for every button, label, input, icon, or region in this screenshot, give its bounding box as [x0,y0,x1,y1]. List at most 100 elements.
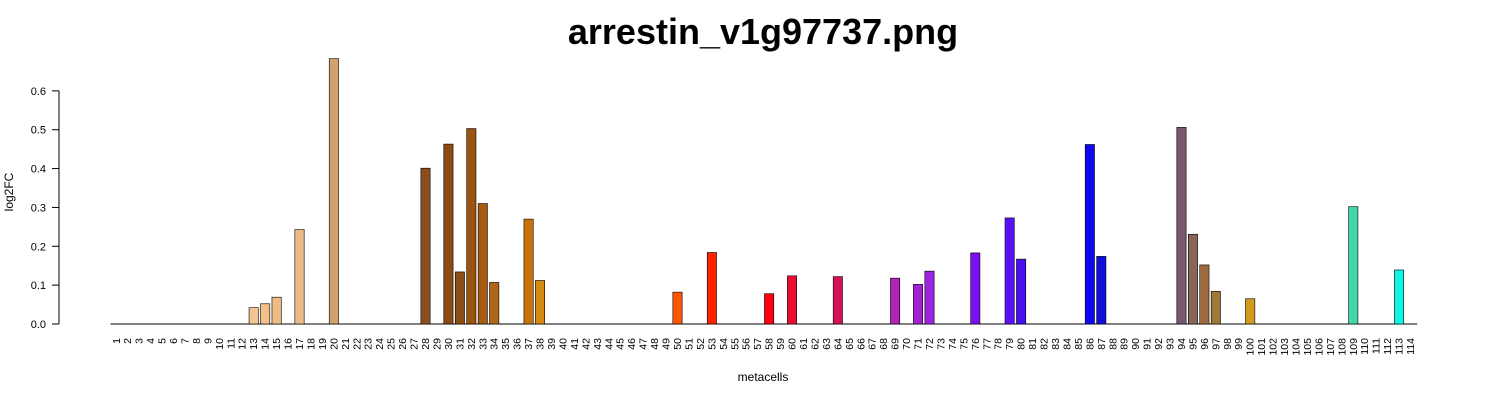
x-tick-label: 33 [477,338,489,350]
x-tick-label: 85 [1073,338,1085,350]
x-tick-label: 67 [867,338,879,350]
y-tick-label: 0.5 [31,125,46,137]
x-tick-label: 7 [179,338,191,344]
x-tick-label: 91 [1142,338,1154,350]
x-tick-label: 90 [1130,338,1142,350]
x-tick-label: 71 [913,338,925,350]
x-tick-label: 74 [947,338,959,350]
x-tick-label: 26 [397,338,409,350]
bar-37 [523,218,534,325]
x-tick-label: 15 [271,338,283,350]
x-tick-label: 83 [1050,338,1062,350]
x-tick-label: 66 [855,338,867,350]
bar-33 [477,203,488,325]
y-tick-label: 0.3 [31,202,46,214]
x-tick-label: 94 [1176,338,1188,350]
x-tick-label: 106 [1313,338,1325,356]
x-tick-label: 98 [1222,338,1234,350]
bar-72 [924,270,935,325]
bar-64 [832,276,843,325]
x-tick-label: 99 [1233,338,1245,350]
x-tick-label: 103 [1279,338,1291,356]
x-tick-label: 28 [420,338,432,350]
bar-60 [787,275,797,325]
x-tick-label: 40 [557,338,569,350]
x-tick-label: 1 [111,338,123,344]
y-tick-label: 0.2 [31,241,46,253]
x-tick-label: 55 [729,338,741,350]
x-tick-label: 20 [328,338,340,350]
x-tick-label: 64 [832,338,844,350]
bar-32 [466,128,477,325]
y-axis: 0.0 0.1 0.2 0.3 0.4 0.5 0.6 [31,86,60,331]
x-tick-label: 61 [798,338,810,350]
x-tick-label: 38 [535,338,547,350]
x-tick-label: 56 [741,338,753,350]
bars-group [110,58,1418,325]
x-tick-label: 41 [569,338,581,350]
bar-113 [1394,269,1405,325]
x-tick-label: 58 [764,338,776,350]
x-tick-label: 47 [638,338,650,350]
x-tick-label: 36 [512,338,524,350]
bar-38 [535,280,546,325]
x-tick-label: 105 [1302,338,1314,356]
x-tick-label: 111 [1371,338,1383,354]
x-tick-label: 102 [1268,338,1280,356]
bar-71 [913,284,923,325]
y-tick-label: 0.0 [31,319,46,331]
x-tick-label: 48 [649,338,661,350]
x-tick-label: 19 [317,338,329,350]
x-tick-label: 69 [890,338,902,350]
bar-69 [890,277,901,325]
x-tick-label: 110 [1359,338,1371,355]
x-tick-labels: 1 2 3 4 5 6 7 8 9 10 11 12 13 14 15 16 17 18 19 20 21 22 23 24 2… [111,338,1417,356]
bar-13 [248,307,259,325]
bar-97 [1210,291,1221,325]
x-tick-label: 95 [1187,338,1199,350]
x-tick-label: 109 [1348,338,1360,356]
x-tick-label: 11 [225,338,237,349]
x-tick-label: 46 [626,338,638,350]
x-tick-label: 42 [580,338,592,350]
x-tick-label: 84 [1061,338,1073,350]
bar-34 [489,282,500,325]
x-tick-label: 6 [168,338,180,344]
x-tick-label: 80 [1016,338,1028,350]
x-tick-label: 88 [1107,338,1119,350]
x-tick-label: 60 [787,338,799,350]
x-tick-label: 76 [970,338,982,350]
x-tick-label: 23 [363,338,375,350]
x-tick-label: 108 [1336,338,1348,356]
x-tick-label: 45 [615,338,627,350]
x-tick-label: 104 [1291,338,1303,356]
y-tick-label: 0.6 [31,86,46,98]
bar-20 [328,58,339,325]
x-tick-label: 18 [305,338,317,350]
x-tick-label: 24 [374,338,386,350]
x-tick-label: 57 [752,338,764,350]
x-tick-label: 53 [706,338,718,350]
x-tick-label: 87 [1096,338,1108,350]
x-tick-label: 4 [145,338,157,344]
x-tick-label: 70 [901,338,913,350]
x-tick-label: 30 [443,338,455,350]
bar-95 [1187,233,1198,325]
bar-109 [1348,206,1359,325]
x-tick-label: 59 [775,338,787,350]
x-tick-label: 62 [809,338,821,350]
x-tick-label: 21 [340,338,352,350]
x-axis-label: metacells [738,370,789,384]
x-tick-label: 75 [958,338,970,350]
x-tick-label: 49 [661,338,673,350]
x-tick-label: 17 [294,338,306,350]
x-tick-label: 114 [1405,338,1417,355]
y-axis-label: log2FC [2,172,16,211]
x-tick-label: 82 [1039,338,1051,350]
x-tick-label: 44 [603,338,615,350]
x-tick-label: 77 [981,338,993,350]
x-tick-label: 113 [1394,338,1406,355]
x-tick-label: 54 [718,338,730,350]
x-tick-label: 14 [260,338,272,350]
